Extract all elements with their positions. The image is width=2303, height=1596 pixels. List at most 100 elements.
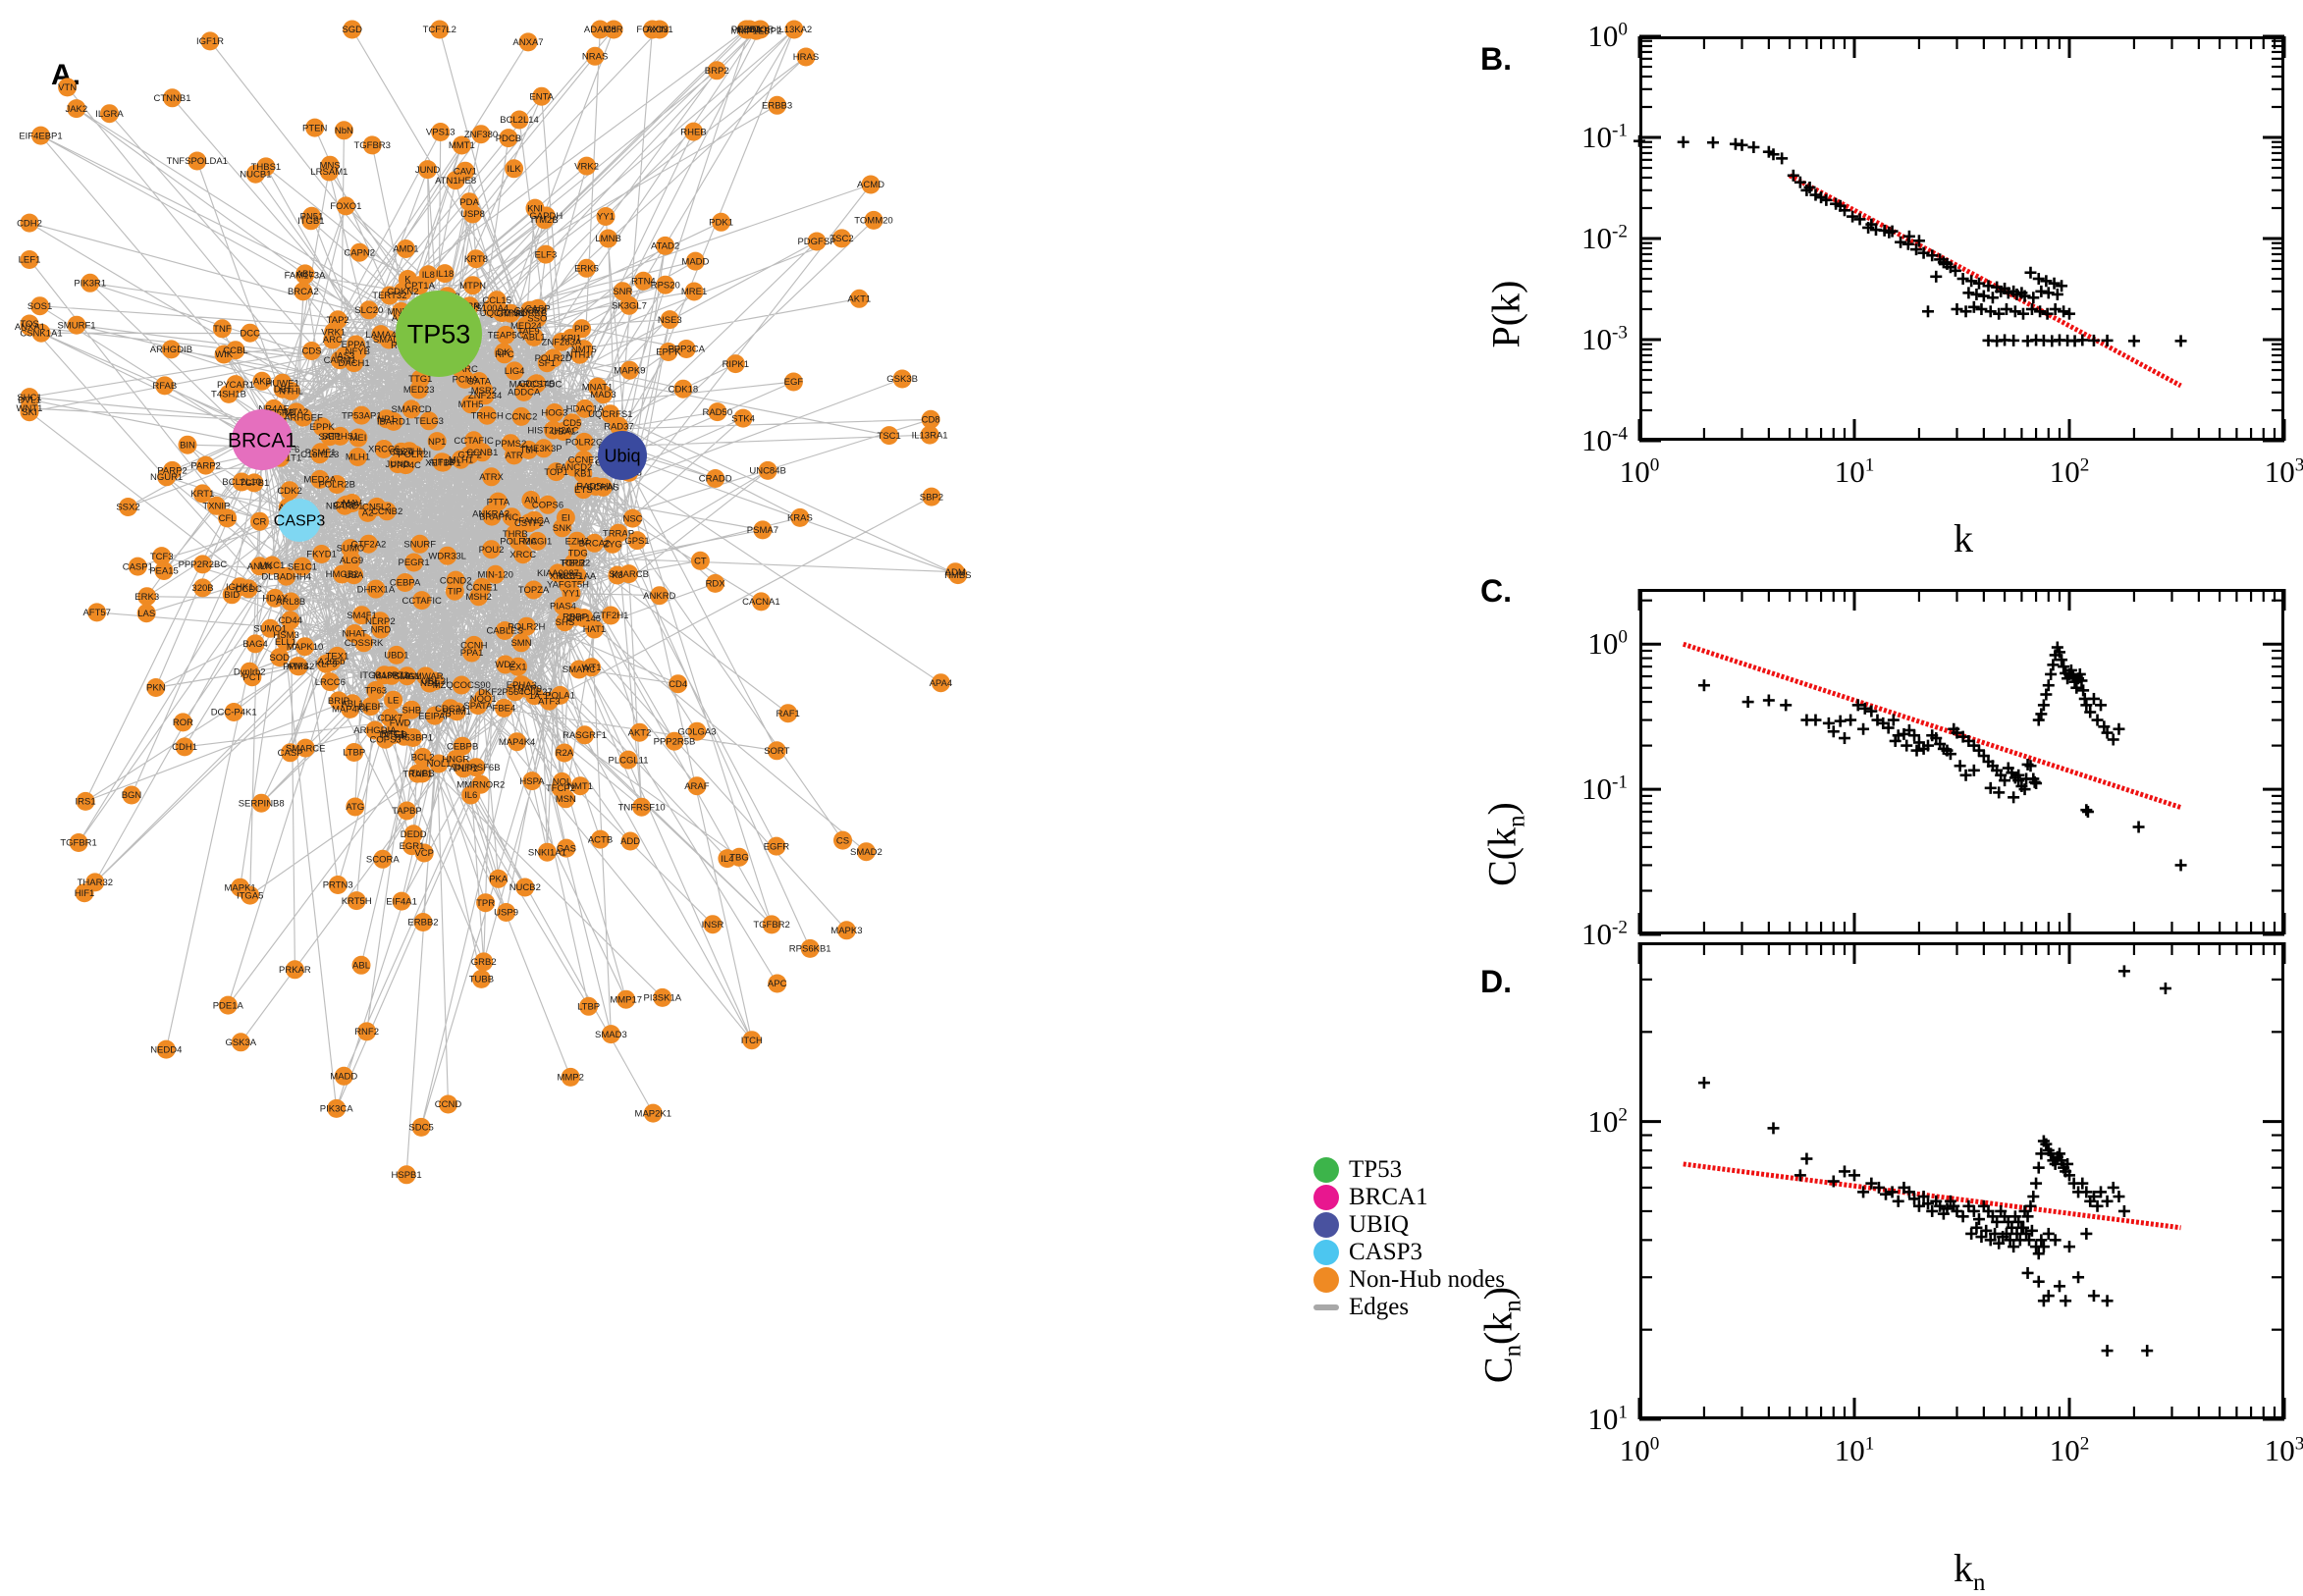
network-node[interactable] [684,282,704,301]
network-node[interactable] [627,531,647,551]
network-node[interactable] [557,838,576,858]
network-node[interactable] [537,353,557,373]
network-node[interactable] [489,869,509,888]
network-node[interactable] [192,555,212,574]
network-node[interactable] [707,61,726,80]
network-node[interactable] [122,785,141,805]
network-node[interactable] [312,545,332,563]
network-node[interactable] [509,657,528,676]
network-node[interactable] [244,473,264,493]
network-node[interactable] [659,343,678,361]
network-node[interactable] [532,86,552,106]
network-node[interactable] [579,996,599,1016]
network-node[interactable] [419,411,439,431]
network-node[interactable] [281,611,300,630]
network-node[interactable] [384,690,403,710]
network-node[interactable] [327,1098,347,1118]
network-node[interactable] [508,732,527,752]
network-node[interactable] [616,989,636,1009]
network-node[interactable] [163,460,182,480]
network-node[interactable] [464,635,484,655]
network-node[interactable] [796,47,816,67]
network-node[interactable] [575,725,595,745]
network-node[interactable] [618,750,638,770]
network-node[interactable] [119,498,137,516]
network-node[interactable] [712,212,731,232]
network-node[interactable] [475,386,495,405]
network-node[interactable] [412,591,432,611]
network-node[interactable] [391,713,410,732]
network-node[interactable] [30,296,50,316]
network-node[interactable] [758,460,777,480]
network-node[interactable] [633,271,653,291]
network-node[interactable] [431,123,451,141]
network-node[interactable] [334,1066,353,1086]
network-node[interactable] [251,793,271,813]
network-node[interactable] [346,797,365,817]
network-node[interactable] [521,491,541,509]
network-node[interactable] [767,741,786,761]
network-node[interactable] [495,345,514,364]
network-node[interactable] [100,104,119,124]
network-node[interactable] [623,508,642,528]
network-node[interactable] [413,913,433,931]
network-node[interactable] [706,573,725,593]
network-node[interactable] [613,282,632,301]
network-node[interactable] [410,534,430,554]
network-node[interactable] [790,507,810,527]
network-node[interactable] [178,435,197,454]
network-node[interactable] [67,99,86,119]
network-node[interactable] [155,376,175,396]
network-node[interactable] [482,540,501,559]
network-node[interactable] [323,330,343,349]
network-node[interactable] [265,588,285,608]
network-node[interactable] [768,974,787,993]
network-node[interactable] [173,713,192,732]
network-node[interactable] [345,353,364,373]
network-node[interactable] [252,371,272,391]
network-node[interactable] [429,754,449,773]
network-node[interactable] [687,776,707,796]
network-node[interactable] [556,566,575,586]
network-node[interactable] [409,380,429,399]
network-node[interactable] [301,211,321,231]
network-node[interactable] [445,581,464,601]
hub-node-ubiq[interactable] [598,431,647,480]
network-node[interactable] [433,452,453,472]
network-node[interactable] [656,236,675,255]
network-node[interactable] [58,78,78,97]
network-node[interactable] [128,557,147,576]
network-node[interactable] [604,20,623,39]
network-node[interactable] [594,385,613,404]
network-node[interactable] [526,374,545,394]
network-node[interactable] [438,546,457,565]
network-node[interactable] [347,891,366,911]
network-node[interactable] [414,843,434,863]
network-node[interactable] [665,731,684,751]
network-node[interactable] [518,32,538,52]
network-node[interactable] [832,229,851,248]
network-node[interactable] [20,250,39,269]
network-node[interactable] [452,135,471,155]
network-node[interactable] [222,585,241,605]
network-node[interactable] [537,842,557,862]
network-node[interactable] [948,565,968,585]
network-node[interactable] [762,915,781,934]
network-node[interactable] [577,156,597,176]
network-node[interactable] [488,492,508,511]
network-node[interactable] [206,496,226,515]
network-node[interactable] [684,122,703,141]
network-node[interactable] [608,565,627,585]
network-node[interactable] [87,603,107,622]
network-node[interactable] [348,428,368,448]
network-node[interactable] [396,239,415,258]
network-node[interactable] [341,699,360,718]
network-node[interactable] [311,443,331,462]
network-node[interactable] [282,381,300,400]
network-node[interactable] [156,1039,176,1059]
network-node[interactable] [200,31,220,51]
network-node[interactable] [80,273,100,293]
network-node[interactable] [371,619,391,639]
network-node[interactable] [439,1094,457,1114]
network-node[interactable] [365,720,385,740]
